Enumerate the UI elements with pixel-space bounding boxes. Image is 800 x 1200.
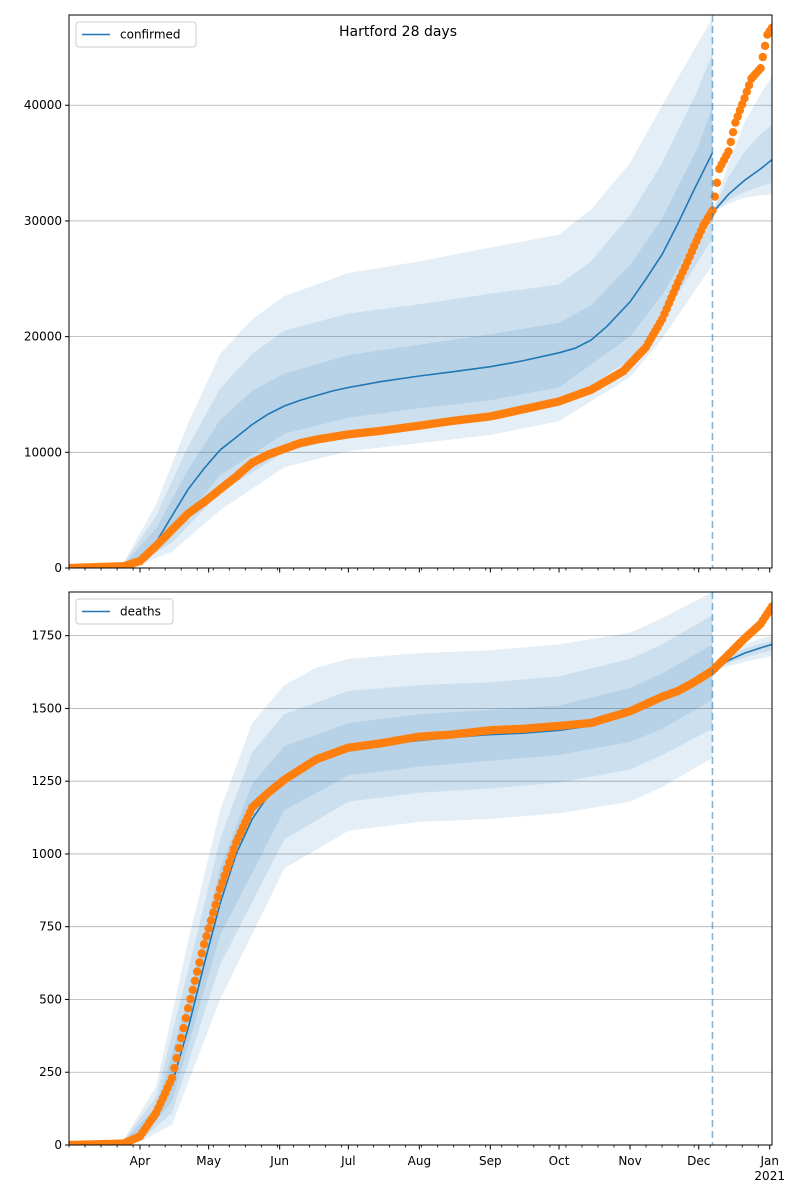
legend: confirmed [75, 21, 197, 48]
legend-box [75, 598, 174, 625]
x-tick-label: Apr [130, 1154, 151, 1168]
observed-point [188, 985, 197, 995]
observed-point [174, 1043, 184, 1053]
observed-point [190, 976, 200, 985]
y-tick-label: 250 [39, 1065, 62, 1079]
observed-point [213, 892, 222, 901]
observed-point [177, 1033, 186, 1043]
forecast-band [712, 76, 772, 213]
y-tick-label: 1500 [31, 701, 62, 715]
observed-point [197, 949, 206, 958]
x-tick-label: May [196, 1154, 221, 1168]
observed-point [724, 147, 733, 156]
y-tick-label: 500 [39, 992, 62, 1006]
observed-point [227, 851, 236, 860]
x-tick-label: Jul [340, 1154, 355, 1168]
observed-point [728, 128, 738, 137]
observed-point [193, 967, 202, 976]
plot-content [69, 15, 772, 568]
y-tick-label: 10000 [24, 445, 62, 459]
observed-point [740, 94, 749, 103]
uncertainty-band [69, 105, 713, 568]
observed-point [170, 1063, 179, 1073]
observed-point [195, 958, 204, 967]
forecast-band [712, 640, 772, 671]
observed-point [202, 932, 211, 941]
observed-point [712, 178, 722, 187]
observed-point [726, 137, 735, 147]
observed-point [167, 1073, 177, 1083]
observed-point [206, 916, 216, 925]
x-tick-label: Jun [269, 1154, 289, 1168]
chart-title: Hartford 28 days [339, 24, 457, 40]
forecast-band [712, 124, 772, 213]
uncertainty-band [69, 18, 713, 568]
plot-area [69, 15, 772, 568]
x-tick-label: Aug [408, 1154, 431, 1168]
confirmed-panel: 0 10000 20000 30000 40000 confirmed [24, 14, 773, 575]
observed-point [186, 994, 195, 1004]
y-tick-label: 20000 [24, 330, 62, 344]
legend-label: confirmed [120, 28, 181, 42]
observed-point [204, 924, 213, 933]
observed-point [172, 1053, 181, 1063]
x-tick-label: Oct [549, 1154, 570, 1168]
x-tick-label: Jan [759, 1154, 779, 1168]
observed-point [181, 1014, 190, 1023]
observed-point [218, 878, 227, 887]
y-tick-label: 40000 [24, 98, 62, 112]
observed-point [225, 858, 234, 867]
observed-point [708, 206, 717, 215]
y-tick-label: 30000 [24, 214, 62, 228]
y-tick-label: 750 [39, 920, 62, 934]
legend-box [75, 21, 197, 48]
observed-point [744, 81, 754, 90]
observed-point [220, 871, 229, 880]
forecast-line [711, 158, 772, 214]
observed-point [211, 900, 220, 909]
observed-point [767, 602, 772, 611]
observed-point [756, 63, 765, 73]
observed-point [767, 23, 772, 32]
observed-point [183, 1004, 193, 1013]
observed-point [742, 87, 751, 96]
x-tick-label: Dec [687, 1154, 710, 1168]
axes-frame [68, 591, 773, 1146]
legend: deaths [75, 598, 174, 625]
uncertainty-band [69, 615, 713, 1145]
x-tick-label: Nov [618, 1154, 641, 1168]
plot-area [69, 592, 772, 1145]
y-tick-label: 1750 [31, 629, 62, 643]
y-tick-label: 0 [54, 561, 62, 575]
x-tick-label: Sep [479, 1154, 502, 1168]
y-tick-label: 1250 [31, 774, 62, 788]
observed-point [199, 940, 209, 949]
x-year-label: 2021 [754, 1169, 785, 1183]
uncertainty-band [69, 53, 713, 568]
observed-point [215, 884, 225, 894]
observed-point [758, 52, 767, 62]
y-tick-label: 1000 [31, 847, 62, 861]
y-tick-label: 0 [54, 1138, 62, 1152]
legend-label: deaths [120, 605, 161, 619]
deaths-panel: 0 250 500 750 1000 1250 1500 1750 Apr May Jun Jul Au… [31, 591, 785, 1183]
plot-content [69, 592, 772, 1145]
median-line [69, 152, 714, 568]
observed-point [179, 1023, 188, 1033]
observed-point [222, 864, 232, 874]
observed-point [229, 844, 239, 854]
axes-frame [68, 14, 773, 569]
observed-point [209, 908, 218, 917]
observed-point [760, 41, 770, 51]
